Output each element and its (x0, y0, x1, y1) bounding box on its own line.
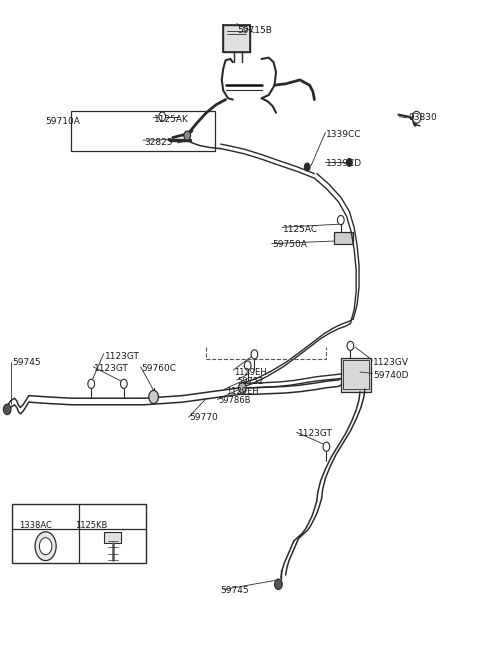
Circle shape (149, 390, 158, 403)
Text: 1125AK: 1125AK (154, 115, 189, 124)
Text: 1123GT: 1123GT (94, 364, 129, 373)
Circle shape (35, 532, 56, 561)
Text: 59760C: 59760C (142, 364, 177, 373)
Text: 1339CD: 1339CD (326, 159, 362, 168)
Text: 1123GT: 1123GT (298, 429, 333, 438)
Circle shape (347, 341, 354, 350)
Circle shape (275, 579, 282, 590)
Circle shape (244, 361, 251, 370)
Bar (12, 504, 146, 563)
Circle shape (337, 215, 344, 225)
Circle shape (323, 442, 330, 451)
Circle shape (88, 379, 95, 388)
Text: 59715B: 59715B (237, 26, 272, 35)
Text: 1129EH: 1129EH (226, 386, 258, 396)
Text: 59786B: 59786B (218, 396, 251, 405)
Text: 1125KB: 1125KB (75, 521, 108, 531)
Bar (71, 111, 215, 151)
Circle shape (120, 379, 127, 388)
Text: 93830: 93830 (408, 113, 437, 122)
Bar (104, 533, 121, 543)
Bar (341, 358, 371, 392)
Circle shape (159, 112, 166, 121)
Text: 59740D: 59740D (373, 371, 409, 380)
Circle shape (412, 111, 421, 123)
Text: 32825: 32825 (144, 138, 172, 147)
Text: 1125AC: 1125AC (283, 225, 318, 234)
Circle shape (184, 131, 191, 140)
Circle shape (39, 538, 52, 555)
Text: 59770: 59770 (190, 413, 218, 422)
Text: 1339CC: 1339CC (326, 130, 362, 139)
Text: 59752: 59752 (238, 377, 264, 386)
Bar (223, 25, 250, 52)
Text: 1129EH: 1129EH (234, 367, 267, 377)
Text: 59745: 59745 (220, 586, 249, 595)
Circle shape (347, 159, 352, 166)
Circle shape (239, 383, 246, 393)
Circle shape (3, 404, 11, 415)
Circle shape (304, 163, 310, 171)
Bar (334, 232, 353, 244)
Text: 59750A: 59750A (273, 240, 308, 250)
Text: 59710A: 59710A (46, 117, 81, 126)
Text: 1123GT: 1123GT (105, 352, 140, 361)
Bar (343, 360, 369, 389)
Text: 1123GV: 1123GV (373, 358, 409, 367)
Text: 59745: 59745 (12, 358, 41, 367)
Text: 1338AC: 1338AC (20, 521, 52, 531)
Circle shape (251, 350, 258, 359)
